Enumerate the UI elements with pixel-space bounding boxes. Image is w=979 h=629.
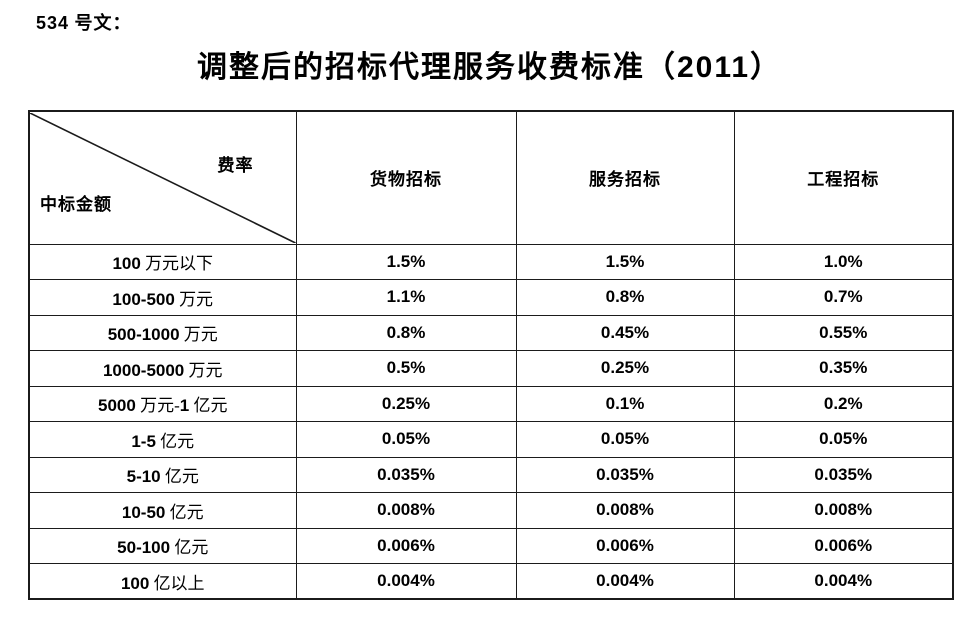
rate-cell: 0.2% xyxy=(733,385,954,422)
page-title: 调整后的招标代理服务收费标准（2011） xyxy=(196,51,783,84)
rate-cell: 0.035% xyxy=(295,456,517,493)
rate-cell: 0.1% xyxy=(515,385,735,422)
rate-cell: 0.004% xyxy=(515,563,735,600)
rate-cell: 0.006% xyxy=(515,527,735,564)
rate-cell: 0.05% xyxy=(295,421,517,458)
diagonal-line xyxy=(30,113,296,243)
header-row: 费率 中标金额 货物招标 服务招标 工程招标 xyxy=(28,110,954,245)
rate-cell: 0.25% xyxy=(295,385,517,422)
amount-cell: 5000 万元-1 亿元 xyxy=(28,385,297,422)
table-row: 100-500 万元 1.1% 0.8% 0.7% xyxy=(28,279,954,316)
table-row: 1000-5000 万元 0.5% 0.25% 0.35% xyxy=(28,350,954,387)
amount-cell: 100 亿以上 xyxy=(28,563,297,600)
table-row: 10-50 亿元 0.008% 0.008% 0.008% xyxy=(28,492,954,529)
fee-table: 费率 中标金额 货物招标 服务招标 工程招标 100 万元以下 1.5% 1.5… xyxy=(28,110,954,600)
rate-cell: 0.5% xyxy=(295,350,517,387)
rate-cell: 0.45% xyxy=(515,314,735,351)
amount-cell: 100 万元以下 xyxy=(28,243,297,280)
rate-cell: 1.5% xyxy=(295,243,517,280)
rate-cell: 0.006% xyxy=(295,527,517,564)
amount-cell: 10-50 亿元 xyxy=(28,492,297,529)
rate-cell: 0.8% xyxy=(515,279,735,316)
table-row: 5-10 亿元 0.035% 0.035% 0.035% xyxy=(28,456,954,493)
table-row: 500-1000 万元 0.8% 0.45% 0.55% xyxy=(28,314,954,351)
rate-cell: 1.5% xyxy=(515,243,735,280)
rate-cell: 0.8% xyxy=(295,314,517,351)
rate-cell: 0.35% xyxy=(733,350,954,387)
corner-label-rate: 费率 xyxy=(217,155,254,175)
corner-box: 费率 中标金额 xyxy=(30,113,296,243)
table-row: 100 万元以下 1.5% 1.5% 1.0% xyxy=(28,243,954,280)
rate-cell: 0.55% xyxy=(733,314,954,351)
table-row: 100 亿以上 0.004% 0.004% 0.004% xyxy=(28,563,954,600)
rate-cell: 0.008% xyxy=(515,492,735,529)
column-header-works: 工程招标 xyxy=(733,110,954,245)
doc-number-label: 534 号文： xyxy=(36,13,132,33)
rate-cell: 0.008% xyxy=(295,492,517,529)
table-row: 5000 万元-1 亿元 0.25% 0.1% 0.2% xyxy=(28,385,954,422)
rate-cell: 0.008% xyxy=(733,492,954,529)
rate-cell: 0.05% xyxy=(733,421,954,458)
amount-cell: 1000-5000 万元 xyxy=(28,350,297,387)
rate-cell: 1.0% xyxy=(733,243,954,280)
rate-cell: 0.035% xyxy=(515,456,735,493)
table-row: 50-100 亿元 0.006% 0.006% 0.006% xyxy=(28,527,954,564)
amount-cell: 5-10 亿元 xyxy=(28,456,297,493)
rate-cell: 0.004% xyxy=(733,563,954,600)
column-header-services: 服务招标 xyxy=(515,110,735,245)
rate-cell: 0.7% xyxy=(733,279,954,316)
corner-label-amount: 中标金额 xyxy=(40,194,112,214)
rate-cell: 0.035% xyxy=(733,456,954,493)
rate-cell: 0.004% xyxy=(295,563,517,600)
rate-cell: 1.1% xyxy=(295,279,517,316)
corner-cell: 费率 中标金额 xyxy=(28,110,297,245)
rate-cell: 0.05% xyxy=(515,421,735,458)
amount-cell: 1-5 亿元 xyxy=(28,421,297,458)
rate-cell: 0.25% xyxy=(515,350,735,387)
amount-cell: 100-500 万元 xyxy=(28,279,297,316)
table-row: 1-5 亿元 0.05% 0.05% 0.05% xyxy=(28,421,954,458)
column-header-goods: 货物招标 xyxy=(295,110,517,245)
amount-cell: 500-1000 万元 xyxy=(28,314,297,351)
rate-cell: 0.006% xyxy=(733,527,954,564)
amount-cell: 50-100 亿元 xyxy=(28,527,297,564)
